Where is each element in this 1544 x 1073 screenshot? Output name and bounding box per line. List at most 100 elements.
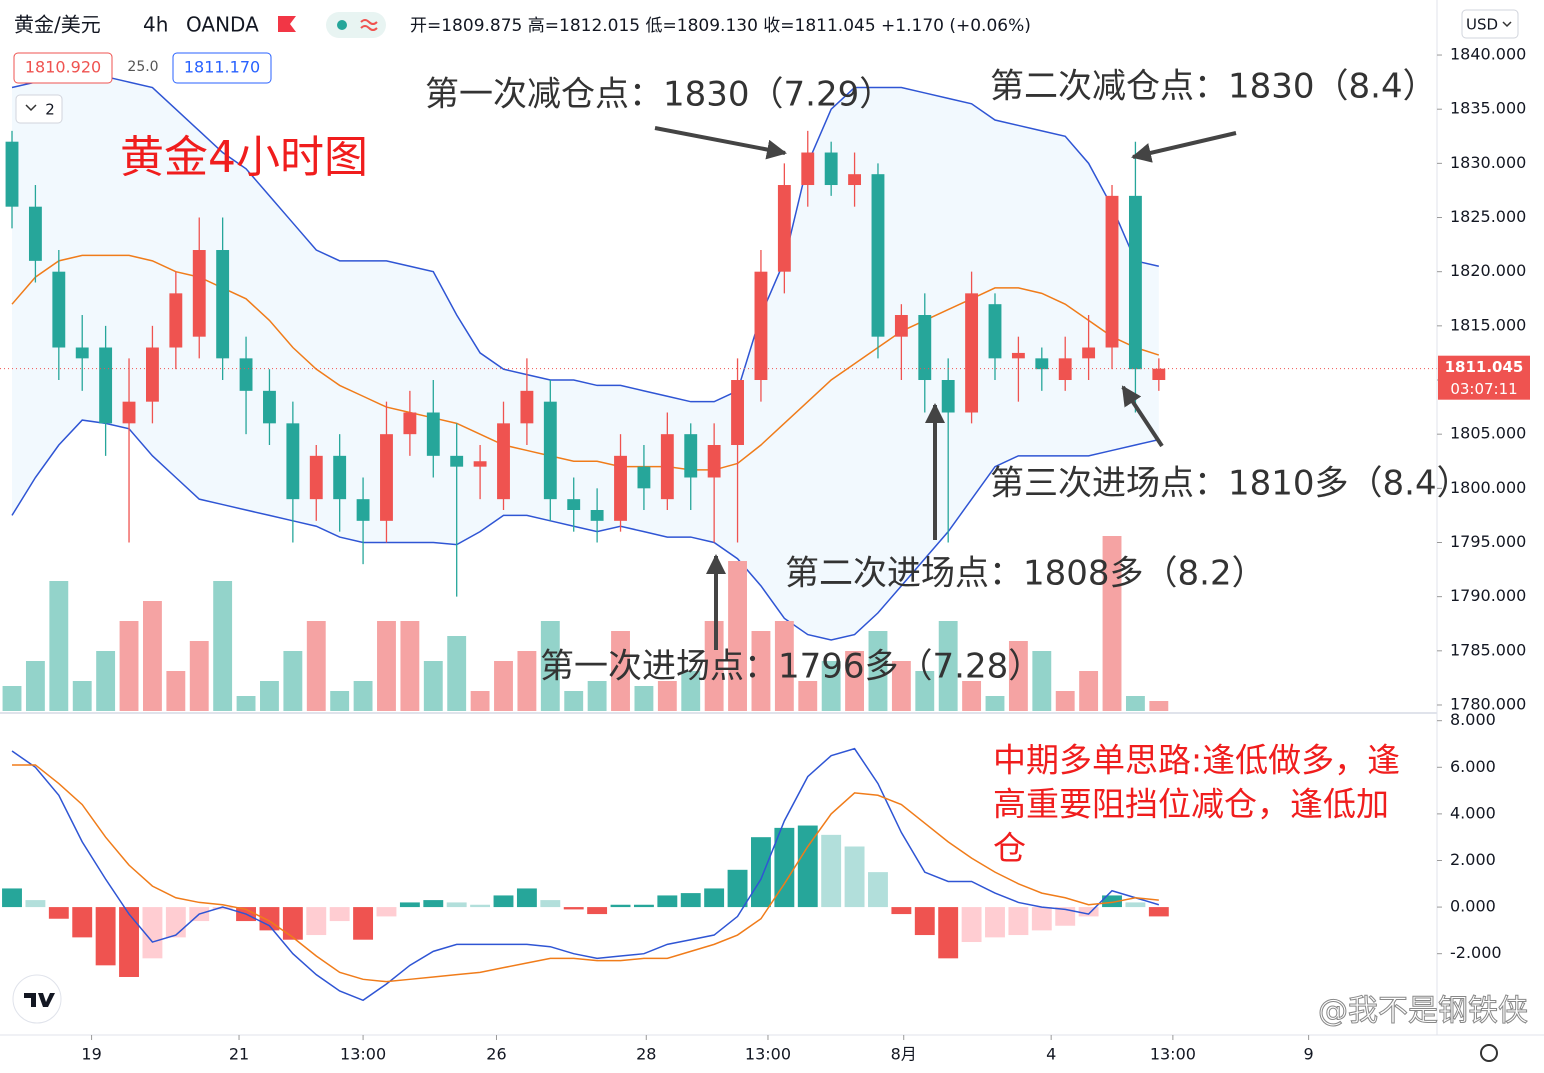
x-tick-label: 13:00 bbox=[1150, 1045, 1196, 1064]
macd-hist bbox=[353, 907, 374, 940]
x-tick-label: 13:00 bbox=[340, 1045, 386, 1064]
band-upper bbox=[11, 75, 1159, 403]
volume-bar bbox=[704, 621, 724, 711]
candle-body bbox=[965, 293, 979, 413]
note-line: 高重要阻挡位减仓，逢低加 bbox=[993, 785, 1389, 824]
settings-icon[interactable] bbox=[1480, 1044, 1498, 1062]
candle-body bbox=[801, 152, 815, 186]
volume-bar bbox=[1102, 536, 1122, 711]
macd-hist bbox=[587, 907, 608, 915]
candle-body bbox=[777, 185, 791, 272]
arrow bbox=[1121, 385, 1164, 448]
macd-hist bbox=[72, 907, 93, 938]
macd-hist bbox=[25, 900, 46, 908]
volume-bar bbox=[213, 581, 233, 711]
volume-bar bbox=[236, 696, 256, 711]
macd-hist bbox=[891, 907, 912, 915]
note-line: 仓 bbox=[993, 829, 1026, 868]
candle-body bbox=[28, 206, 42, 261]
arrow bbox=[654, 126, 787, 160]
macd-hist bbox=[1102, 895, 1122, 908]
candle-body bbox=[1128, 195, 1142, 370]
x-tick-label: 21 bbox=[229, 1045, 249, 1064]
candle-body bbox=[520, 390, 534, 424]
macd-hist bbox=[961, 907, 982, 943]
candle-body bbox=[99, 347, 113, 424]
candle-body bbox=[403, 412, 417, 435]
volume-bar bbox=[868, 631, 888, 711]
note-line: 中期多单思路:逢低做多，逢 bbox=[993, 741, 1400, 780]
macd-hist bbox=[844, 846, 865, 908]
candle-body bbox=[473, 461, 487, 467]
source: OANDA bbox=[186, 13, 259, 37]
volume-bar bbox=[25, 661, 45, 711]
volume-bar bbox=[283, 651, 303, 711]
candle-body bbox=[75, 347, 89, 359]
candle-body bbox=[192, 250, 206, 337]
status-pill[interactable] bbox=[326, 12, 386, 38]
logo bbox=[24, 993, 55, 1007]
candle-body bbox=[1082, 347, 1096, 359]
volume-bar bbox=[96, 651, 116, 711]
candle-body bbox=[333, 455, 347, 500]
y-tick-label: 1825.000 bbox=[1450, 207, 1526, 226]
volume-bar bbox=[751, 631, 771, 711]
currency-select[interactable] bbox=[1461, 9, 1519, 39]
macd-hist bbox=[376, 907, 397, 917]
volume-bar bbox=[985, 696, 1005, 711]
ask: 1811.170 bbox=[184, 58, 260, 77]
bid: 1810.920 bbox=[25, 58, 101, 77]
ask-box[interactable] bbox=[172, 52, 272, 84]
macd-hist bbox=[657, 895, 678, 908]
volume-bar bbox=[1149, 701, 1169, 711]
macd-hist bbox=[95, 907, 116, 966]
last-price-box bbox=[1438, 355, 1530, 400]
x-tick-label: 26 bbox=[486, 1045, 506, 1064]
volume-bar bbox=[657, 681, 677, 711]
annotation: 第一次减仓点：1830（7.29） bbox=[425, 75, 893, 115]
indicator-toggle[interactable] bbox=[15, 94, 63, 124]
candle-body bbox=[356, 499, 370, 521]
macd-hist bbox=[329, 907, 350, 922]
volume-bar bbox=[1032, 651, 1052, 711]
macd-hist bbox=[142, 907, 163, 959]
bid-box[interactable] bbox=[13, 52, 113, 84]
volume-bar bbox=[540, 621, 560, 711]
y-tick-label: 0.000 bbox=[1450, 897, 1496, 916]
macd-hist bbox=[680, 893, 701, 908]
candle-body bbox=[707, 445, 721, 478]
volume-bar bbox=[634, 686, 654, 711]
volume-bar bbox=[306, 621, 326, 711]
interval[interactable]: 4h bbox=[143, 13, 168, 37]
watermark: @我不是钢铁侠 bbox=[1318, 994, 1528, 1029]
volume-bar bbox=[470, 691, 490, 711]
volume-bar bbox=[845, 651, 865, 711]
macd-hist bbox=[48, 907, 69, 919]
arrow bbox=[1131, 131, 1237, 163]
macd-hist bbox=[1008, 907, 1029, 936]
volume-bar bbox=[119, 621, 139, 711]
logo-badge[interactable] bbox=[12, 974, 62, 1024]
flag-icon[interactable] bbox=[278, 16, 296, 32]
macd-hist bbox=[1055, 907, 1076, 926]
volume-bar bbox=[1008, 641, 1028, 711]
macd-hist bbox=[165, 907, 186, 938]
x-tick-label: 13:00 bbox=[745, 1045, 791, 1064]
macd-hist bbox=[1078, 907, 1099, 917]
y-tick-label: 1790.000 bbox=[1450, 586, 1526, 605]
candle-body bbox=[286, 423, 300, 500]
volume-bar bbox=[798, 681, 818, 711]
volume-bar bbox=[189, 641, 209, 711]
chevron bbox=[25, 104, 37, 112]
volume-bar bbox=[72, 681, 92, 711]
candle-body bbox=[122, 401, 136, 424]
candle-body bbox=[145, 347, 159, 402]
arrows bbox=[654, 126, 1237, 650]
macd-hist bbox=[470, 904, 491, 908]
candle-body bbox=[848, 174, 862, 186]
annotation: 第二次减仓点：1830（8.4） bbox=[990, 67, 1437, 107]
candle-body bbox=[941, 380, 955, 413]
last-price: 1811.045 bbox=[1445, 358, 1524, 376]
y-tick-label: 2.000 bbox=[1450, 850, 1496, 869]
status-dot bbox=[337, 20, 347, 30]
